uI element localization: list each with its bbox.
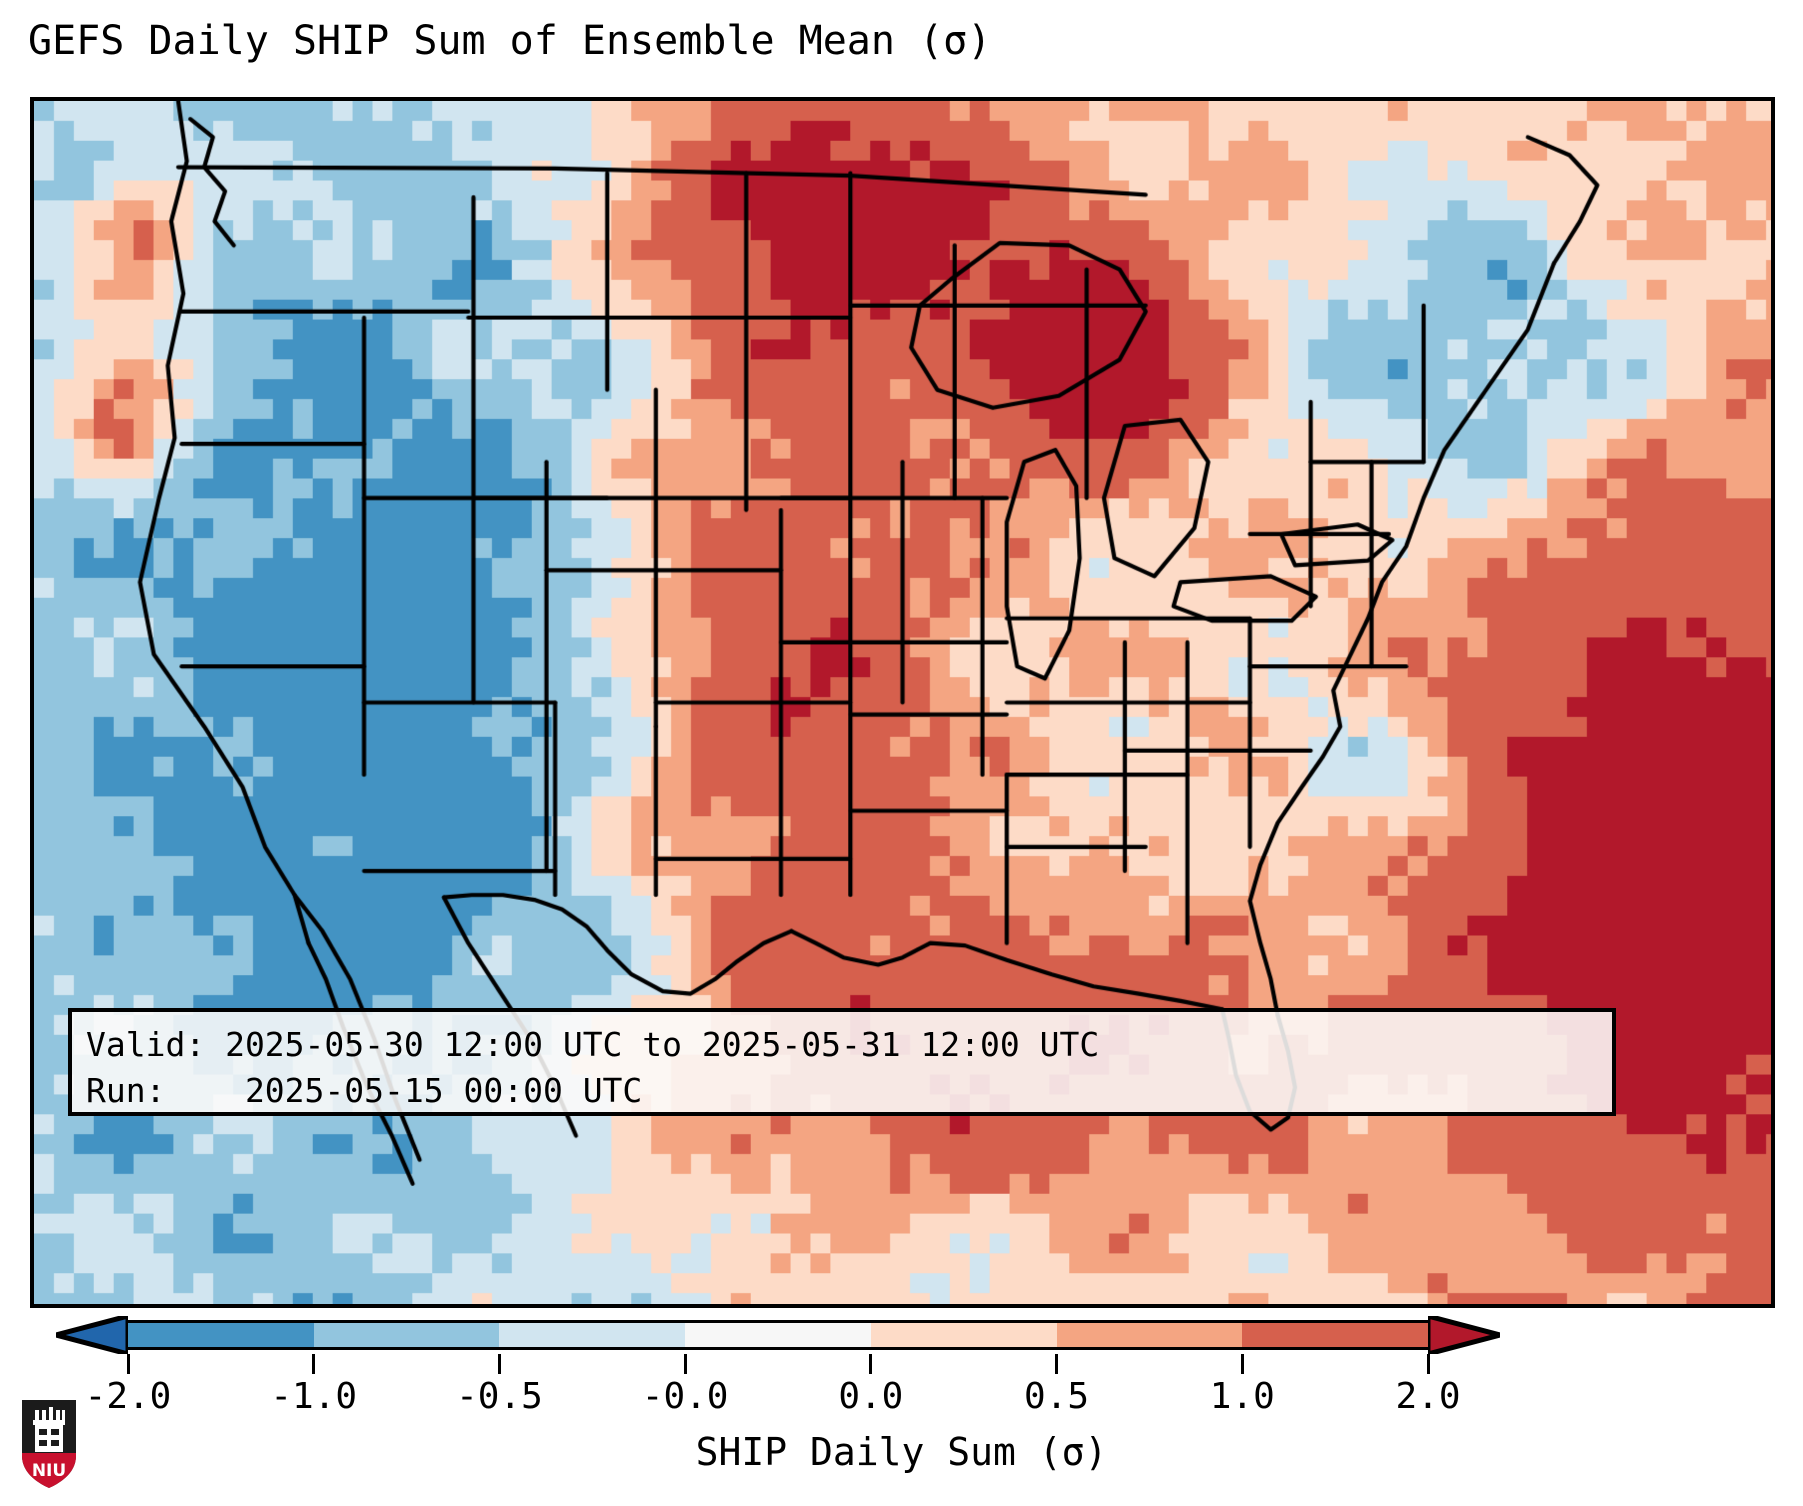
map-boundaries-overlay [34,101,1771,1304]
colorbar-band-1 [313,1323,500,1347]
colorbar-tick-2 [497,1354,501,1374]
colorbar-ticks: -2.0 -1.0 -0.5 -0.0 0.0 0.5 1.0 2.0 [0,1354,1803,1417]
colorbar-band-5 [1056,1323,1243,1347]
colorbar-axis-label: SHIP Daily Sum (σ) [695,1430,1108,1474]
colorbar-tick-3 [683,1354,687,1374]
colorbar-tick-label-6: 1.0 [1209,1376,1275,1417]
colorbar-over-arrow [1428,1316,1500,1354]
colorbar-band-6 [1242,1323,1428,1347]
colorbar-band-3 [685,1323,871,1347]
colorbar-tick-label-1: -1.0 [270,1376,358,1417]
colorbar-bands [128,1320,1428,1350]
colorbar-tick-6 [1240,1354,1244,1374]
colorbar-tick-5 [1055,1354,1059,1374]
valid-time-text: Valid: 2025-05-30 12:00 UTC to 2025-05-3… [86,1025,1100,1064]
colorbar-band-2 [499,1323,686,1347]
page-title: GEFS Daily SHIP Sum of Ensemble Mean (σ) [28,18,992,64]
colorbar-tick-label-2: -0.5 [456,1376,543,1417]
colorbar-tick-label-0: -2.0 [84,1376,172,1417]
colorbar-under-arrow [56,1316,128,1354]
colorbar-tick-label-4: 0.0 [838,1376,904,1417]
niu-shield-logo: NIU [22,1400,76,1488]
colorbar-tick-1 [312,1354,316,1374]
colorbar-tick-4 [869,1354,873,1374]
colorbar-tick-0 [126,1354,130,1374]
run-time-text: Run: 2025-05-15 00:00 UTC [86,1071,643,1110]
forecast-info-box: Valid: 2025-05-30 12:00 UTC to 2025-05-3… [68,1008,1616,1116]
colorbar-band-4 [870,1323,1057,1347]
niu-logo-text: NIU [32,1461,66,1481]
colorbar-tick-label-3: -0.0 [641,1376,729,1417]
colorbar-tick-label-7: 2.0 [1395,1376,1461,1417]
colorbar-band-0 [128,1323,314,1347]
colorbar-tick-label-5: 0.5 [1024,1376,1090,1417]
colorbar-tick-7 [1426,1354,1430,1374]
colorbar: -2.0 -1.0 -0.5 -0.0 0.0 0.5 1.0 2.0 [0,1316,1803,1417]
map-plot-area: Valid: 2025-05-30 12:00 UTC to 2025-05-3… [30,97,1775,1308]
